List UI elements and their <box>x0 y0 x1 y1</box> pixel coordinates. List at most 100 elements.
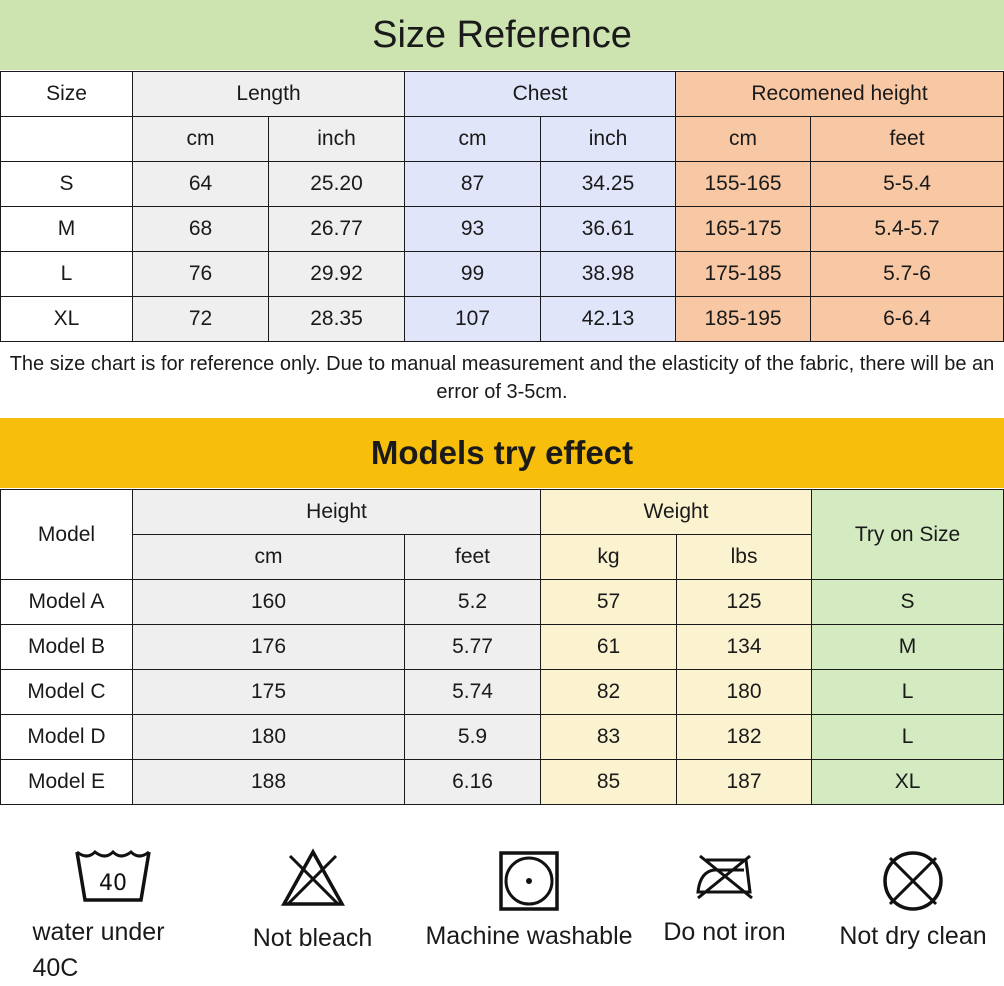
length-inch-header: inch <box>267 116 406 162</box>
chest-cm-header: cm <box>404 116 542 162</box>
model-height-feet-cell: 5.9 <box>403 714 542 760</box>
table-row: Model A 160 5.2 57 125 S <box>0 579 1004 625</box>
model-weight-lbs-header: lbs <box>676 534 813 580</box>
height-cm-cell: 185-195 <box>675 296 812 342</box>
model-height-cm-header: cm <box>132 534 405 580</box>
care-do-not-iron: Do not iron <box>652 852 797 947</box>
chest-inch-cell: 42.13 <box>540 296 677 342</box>
models-title-text: Models try effect <box>370 434 634 471</box>
length-cm-cell: 72 <box>132 296 269 342</box>
wash-tub-icon: 40 <box>74 849 151 902</box>
try-on-size-cell: M <box>811 624 1004 670</box>
no-iron-icon <box>695 854 753 900</box>
model-weight-lbs-cell: 134 <box>676 624 813 670</box>
chest-cm-cell: 87 <box>404 161 542 207</box>
model-weight-kg-cell: 83 <box>540 714 678 760</box>
model-height-feet-cell: 5.2 <box>403 579 542 625</box>
try-on-size-cell: L <box>811 714 1004 760</box>
size-reference-table: Size Length Chest Recomened height cm in… <box>0 71 1004 342</box>
care-label: Not dry clean <box>839 922 987 950</box>
table-row: Model D 180 5.9 83 182 L <box>0 714 1004 760</box>
table-row: Model B 176 5.77 61 134 M <box>0 624 1004 670</box>
height-cm-cell: 175-185 <box>675 251 812 297</box>
models-table: Model Height Weight Try on Size cm feet … <box>0 489 1004 805</box>
chest-inch-cell: 34.25 <box>540 161 677 207</box>
size-table-unit-header: cm inch cm inch cm feet <box>0 116 1004 162</box>
size-chart-note: The size chart is for reference only. Du… <box>9 353 995 403</box>
recommended-height-header: Recomened height <box>675 71 1004 117</box>
model-height-cm-cell: 175 <box>132 669 405 715</box>
model-weight-kg-cell: 85 <box>540 759 678 805</box>
no-dry-clean-icon <box>883 851 943 911</box>
size-cell: XL <box>0 296 133 342</box>
size-table-group-header: Size Length Chest Recomened height <box>0 71 1004 117</box>
chest-inch-header: inch <box>540 116 677 162</box>
table-row: S 64 25.20 87 34.25 155-165 5-5.4 <box>0 161 1004 207</box>
table-row: L 76 29.92 99 38.98 175-185 5.7-6 <box>0 251 1004 297</box>
table-row: Model E 188 6.16 85 187 XL <box>0 759 1004 805</box>
care-wash-40: 40 water under 40C <box>20 846 205 986</box>
model-weight-kg-header: kg <box>540 534 678 580</box>
model-height-cm-cell: 188 <box>132 759 405 805</box>
care-label: Not bleach <box>252 924 373 952</box>
length-inch-cell: 25.20 <box>267 161 406 207</box>
model-name-cell: Model D <box>0 714 133 760</box>
length-inch-cell: 28.35 <box>267 296 406 342</box>
model-height-feet-cell: 6.16 <box>403 759 542 805</box>
length-cm-cell: 64 <box>132 161 269 207</box>
model-height-feet-header: feet <box>403 534 542 580</box>
length-cm-cell: 68 <box>132 206 269 252</box>
height-feet-cell: 6-6.4 <box>810 296 1004 342</box>
care-no-dry-clean: Not dry clean <box>830 848 996 951</box>
try-on-size-header: Try on Size <box>811 489 1004 580</box>
height-cm-cell: 165-175 <box>675 206 812 252</box>
size-cell: L <box>0 251 133 297</box>
care-no-bleach: Not bleach <box>235 848 390 953</box>
models-table-group-header: Model Height Weight Try on Size <box>0 489 1004 580</box>
model-weight-kg-cell: 61 <box>540 624 678 670</box>
length-header: Length <box>131 71 406 117</box>
height-cm-cell: 155-165 <box>675 161 812 207</box>
chest-header: Chest <box>404 71 677 117</box>
care-label: water under 40C <box>32 918 165 982</box>
care-label: Machine washable <box>425 922 633 950</box>
try-on-size-cell: S <box>811 579 1004 625</box>
care-label: Do not iron <box>663 918 786 946</box>
height-cm-header: cm <box>675 116 812 162</box>
model-weight-kg-cell: 82 <box>540 669 678 715</box>
chest-inch-cell: 36.61 <box>540 206 677 252</box>
length-cm-header: cm <box>132 116 269 162</box>
wash-temperature-text: 40 <box>99 871 127 896</box>
size-cell: S <box>0 161 133 207</box>
tumble-dry-icon <box>499 851 559 911</box>
size-header: Size <box>0 71 133 117</box>
table-row: Model C 175 5.74 82 180 L <box>0 669 1004 715</box>
try-on-size-cell: XL <box>811 759 1004 805</box>
chest-cm-cell: 93 <box>404 206 542 252</box>
chest-cm-cell: 99 <box>404 251 542 297</box>
height-feet-header: feet <box>810 116 1004 162</box>
models-table-unit-header: cm feet kg lbs <box>1 534 1004 580</box>
chest-cm-cell: 107 <box>404 296 542 342</box>
size-cell: M <box>0 206 133 252</box>
height-feet-cell: 5-5.4 <box>810 161 1004 207</box>
model-weight-lbs-cell: 182 <box>676 714 813 760</box>
model-height-header: Height <box>131 489 542 535</box>
height-feet-cell: 5.4-5.7 <box>810 206 1004 252</box>
table-row: M 68 26.77 93 36.61 165-175 5.4-5.7 <box>0 206 1004 252</box>
model-height-feet-cell: 5.74 <box>403 669 542 715</box>
model-weight-lbs-cell: 125 <box>676 579 813 625</box>
height-feet-cell: 5.7-6 <box>810 251 1004 297</box>
chest-inch-cell: 38.98 <box>540 251 677 297</box>
model-height-cm-cell: 160 <box>132 579 405 625</box>
model-height-feet-cell: 5.77 <box>403 624 542 670</box>
model-weight-lbs-cell: 180 <box>676 669 813 715</box>
models-try-effect-title: Models try effect <box>0 418 1004 488</box>
model-name-cell: Model A <box>0 579 133 625</box>
length-inch-cell: 29.92 <box>267 251 406 297</box>
model-weight-lbs-cell: 187 <box>676 759 813 805</box>
model-weight-header: Weight <box>540 489 813 535</box>
size-reference-title-text: Size Reference <box>372 13 632 56</box>
model-weight-kg-cell: 57 <box>540 579 678 625</box>
try-on-size-cell: L <box>811 669 1004 715</box>
